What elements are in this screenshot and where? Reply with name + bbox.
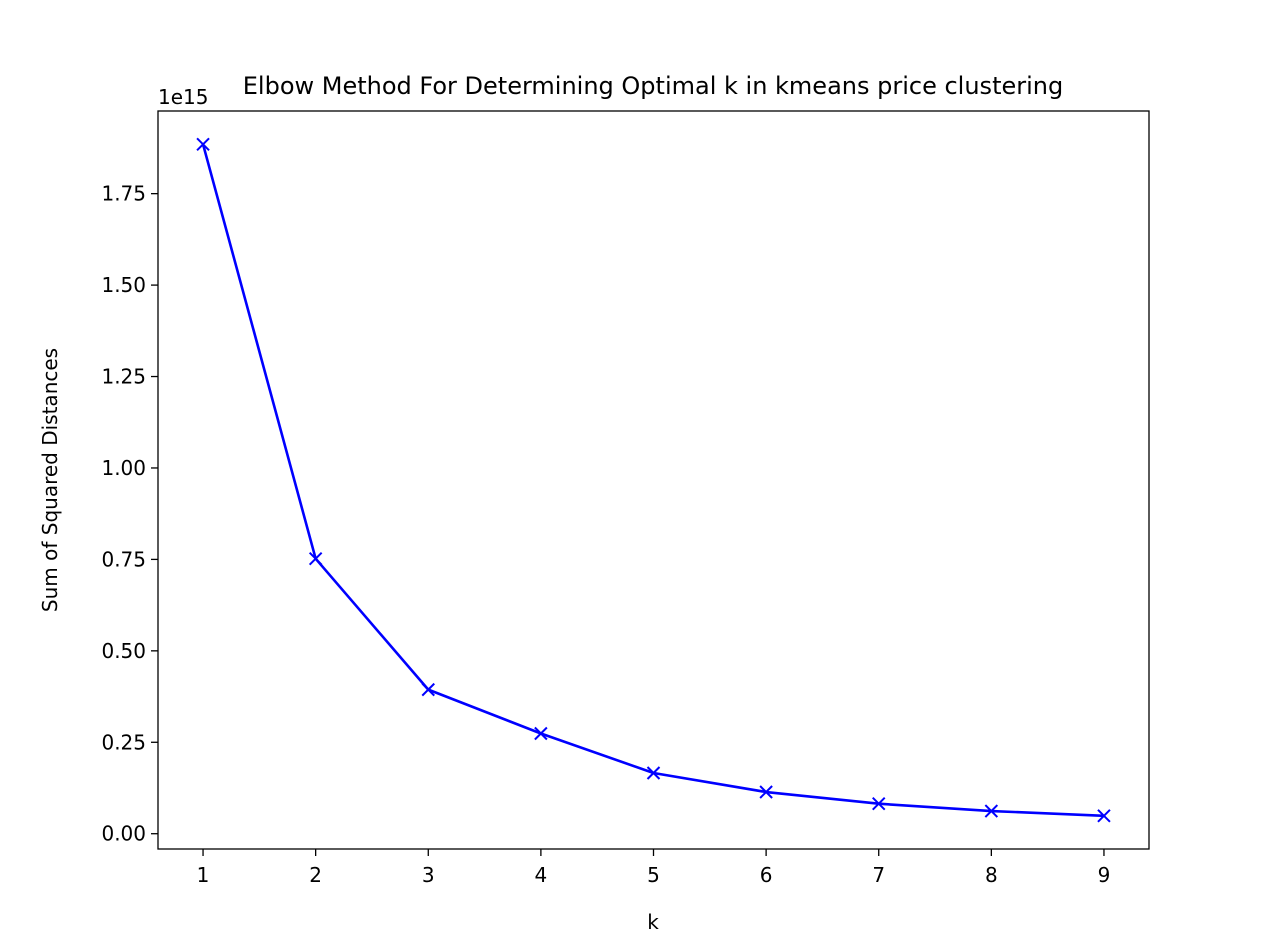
y-tick-label: 0.25 bbox=[101, 730, 146, 754]
data-point-marker bbox=[308, 551, 323, 566]
plot-frame bbox=[157, 110, 1150, 850]
chart-title: Elbow Method For Determining Optimal k i… bbox=[243, 72, 1063, 100]
x-tick-label: 5 bbox=[647, 863, 660, 887]
data-point-marker bbox=[421, 682, 435, 697]
x-tick-label: 1 bbox=[197, 863, 210, 887]
data-point-marker bbox=[872, 797, 886, 811]
x-tick-label: 6 bbox=[760, 863, 773, 887]
plot-area bbox=[158, 111, 1149, 849]
x-tick-label: 2 bbox=[309, 863, 322, 887]
data-point-marker bbox=[759, 785, 773, 799]
y-tick-label: 1.00 bbox=[101, 456, 146, 480]
y-tick-label: 1.25 bbox=[101, 365, 146, 389]
x-tick-label: 8 bbox=[985, 863, 998, 887]
series-layer bbox=[196, 137, 1111, 823]
y-axis-label: Sum of Squared Distances bbox=[38, 348, 62, 612]
y-tick-label: 0.75 bbox=[101, 547, 146, 571]
x-tick-label: 7 bbox=[872, 863, 885, 887]
y-tick-label: 1.75 bbox=[101, 182, 146, 206]
x-axis-ticks: 1 2 3 4 5 6 7 8 9 bbox=[197, 849, 1111, 887]
x-tick-label: 3 bbox=[422, 863, 435, 887]
data-point-marker bbox=[984, 804, 999, 818]
data-point-marker bbox=[196, 137, 210, 151]
x-axis-label: k bbox=[647, 910, 659, 934]
data-point-marker bbox=[534, 726, 548, 741]
y-tick-label: 0.50 bbox=[101, 639, 146, 663]
y-tick-label: 1.50 bbox=[101, 273, 146, 297]
x-tick-label: 4 bbox=[535, 863, 548, 887]
y-offset-text: 1e15 bbox=[158, 85, 208, 109]
y-axis-ticks: 0.00 0.25 0.50 0.75 1.00 1.25 1.50 1.75 bbox=[101, 182, 158, 846]
x-tick-label: 9 bbox=[1098, 863, 1111, 887]
data-point-marker bbox=[1097, 809, 1111, 823]
y-tick-label: 0.00 bbox=[101, 822, 146, 846]
data-point-marker bbox=[646, 766, 661, 780]
